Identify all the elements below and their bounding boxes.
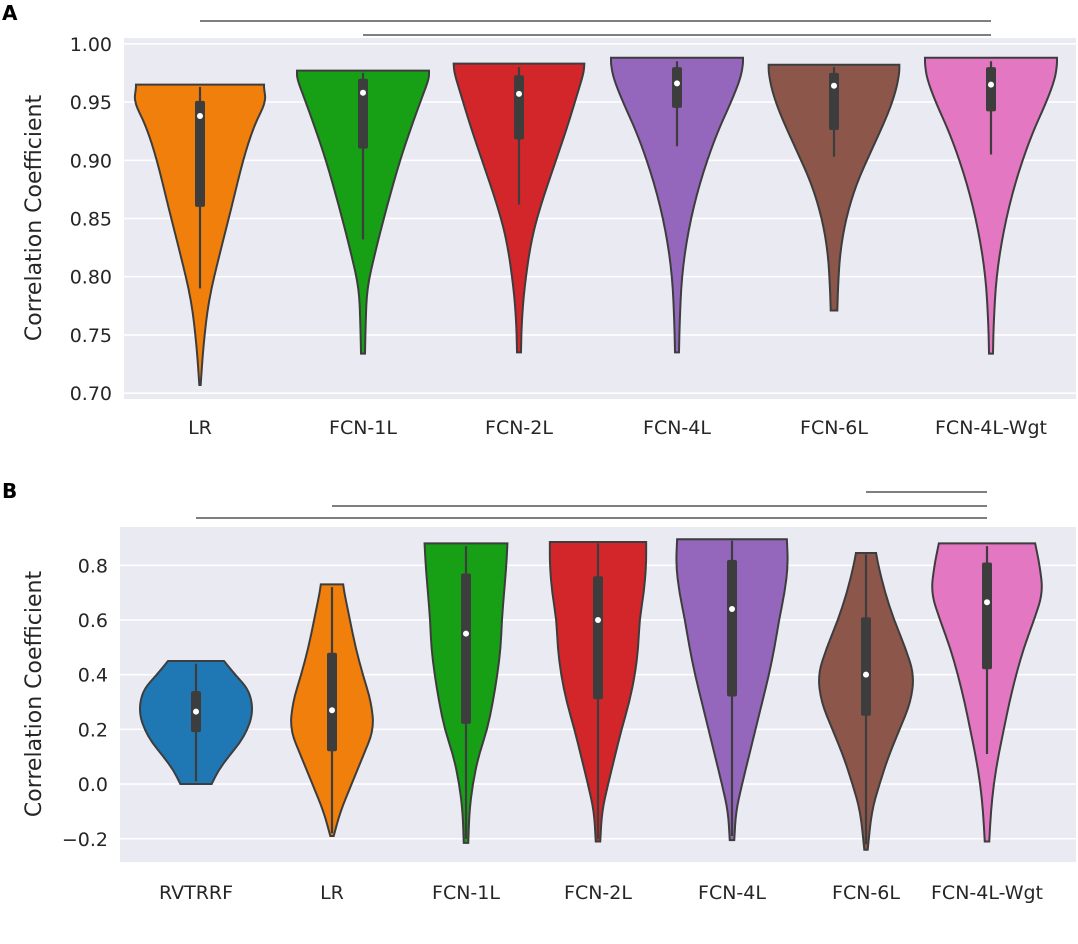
panel-b-x-tick-label-rvtrrf: RVTRRF (159, 882, 233, 904)
panel-a-violin-fcn-1l-median-dot (360, 89, 366, 96)
panel-b-violin-lr-iqr-box (327, 652, 337, 752)
panel-a-violin-fcn-4l-median-dot (674, 80, 680, 87)
panel-b-violin-fcn-1l-iqr-box (461, 573, 471, 724)
panel-b-violin-fcn-2l-iqr-box (593, 576, 603, 700)
panel-b-violin-lr (290, 583, 374, 838)
panel-b-x-tick-label-fcn-4l: FCN-4L (698, 882, 766, 904)
panel-a-violin-fcn-2l-body (452, 62, 586, 354)
panel-a-y-ticks: 0.70 0.75 0.80 0.85 0.90 0.95 1.00 (70, 34, 112, 405)
panel-a-x-tick-label-fcn-4l-wgt: FCN-4L-Wgt (935, 417, 1047, 439)
panel-b-y-tick-label: −0.2 (62, 829, 108, 851)
panel-a-violin-fcn-2l-iqr-box (514, 75, 524, 140)
panel-a-x-tick-label-fcn-4l: FCN-4L (643, 417, 711, 439)
panel-b-x-tick-label-fcn-1l: FCN-1L (432, 882, 500, 904)
panel-a-y-axis-label: Correlation Coefficient (22, 95, 47, 342)
panel-a-gridlines (124, 43, 1076, 394)
panel-b-violin-fcn-4l-wgt-median-dot (984, 599, 990, 606)
panel-a-violin-fcn-6l-iqr-box (829, 72, 839, 130)
panel-b-letter: B (2, 479, 17, 503)
panel-a-y-tick-label: 0.70 (70, 383, 112, 405)
panel-a-y-tick-label: 0.85 (70, 209, 112, 231)
panel-b-violin-fcn-4l-iqr-box (727, 559, 737, 697)
panel-b-violin-lr-median-dot (329, 707, 335, 714)
panel-b-violin-fcn-4l (675, 538, 789, 842)
panel-a-violin-fcn-4l-wgt (923, 56, 1058, 355)
panel-a-violin-lr-median-dot (197, 113, 203, 120)
panel-b-y-tick-label: 0.2 (78, 719, 108, 741)
panel-a-violin-fcn-4l-wgt-body (923, 56, 1058, 355)
panel-a-x-tick-label-lr: LR (188, 417, 212, 439)
panel-b-violin-fcn-4l-wgt (931, 542, 1043, 843)
panel-a-violin-fcn-2l (452, 62, 586, 354)
panel-b-x-tick-label-fcn-4l-wgt: FCN-4L-Wgt (931, 882, 1043, 904)
panel-b-x-tick-label-fcn-6l: FCN-6L (832, 882, 900, 904)
panel-b-violin-fcn-2l-median-dot (595, 616, 601, 623)
panel-a-significance-brackets (200, 20, 991, 36)
panel-a-y-tick-label: 0.95 (70, 92, 112, 114)
panel-a-y-tick-label: 1.00 (70, 34, 112, 56)
panel-b-violin-fcn-4l-wgt-iqr-box (982, 562, 992, 670)
panel-b-violin-rvtrrf-median-dot (193, 708, 199, 715)
panel-b-x-ticks: RVTRRF LR FCN-1L FCN-2L FCN-4L FCN-6L FCN-4L-W… (159, 882, 1043, 904)
panel-b-y-tick-label: 0.4 (78, 665, 108, 687)
panel-b-violin-fcn-2l (548, 541, 648, 843)
panel-a-violin-fcn-6l-median-dot (831, 82, 837, 89)
panel-b-violin-fcn-6l-median-dot (863, 671, 869, 678)
panel-a-violin-fcn-4l-wgt-median-dot (988, 81, 994, 88)
panel-b-y-tick-label: 0.8 (78, 555, 108, 577)
panel-a-x-tick-label-fcn-2l: FCN-2L (485, 417, 553, 439)
panel-a-y-tick-label: 0.90 (70, 150, 112, 172)
panel-a-violin-lr-iqr-box (195, 100, 205, 207)
panel-b-violin-fcn-4l-median-dot (729, 606, 735, 613)
panel-b-y-tick-label: 0.0 (78, 774, 108, 796)
panel-b-x-tick-label-fcn-2l: FCN-2L (564, 882, 632, 904)
panel-b-significance-brackets (196, 491, 987, 519)
panel-a-violin-fcn-4l-body (610, 56, 744, 354)
panel-a-violin-fcn-1l-iqr-box (358, 78, 368, 149)
panel-b-violin-fcn-1l (423, 542, 509, 844)
panel-a-x-tick-label-fcn-6l: FCN-6L (800, 417, 868, 439)
panel-a-x-tick-label-fcn-1l: FCN-1L (329, 417, 397, 439)
panel-a-violin-fcn-2l-median-dot (516, 90, 522, 97)
panel-b-violin-rvtrrf (138, 660, 254, 786)
panel-a-violin-fcn-6l (767, 63, 901, 312)
panel-a-violin-fcn-6l-body (767, 63, 901, 312)
panel-b-y-axis-label: Correlation Coefficient (22, 571, 47, 818)
panel-a-violins (133, 56, 1058, 387)
panel-b-violin-fcn-1l-median-dot (463, 630, 469, 637)
panel-b-violins (138, 538, 1043, 851)
panel-a-violin-fcn-4l-wgt-iqr-box (986, 67, 996, 112)
panel-a-letter: A (2, 1, 18, 25)
panel-a-y-tick-label: 0.75 (70, 325, 112, 347)
panel-b-violin-fcn-6l (818, 551, 914, 851)
panel-b-y-tick-label: 0.6 (78, 610, 108, 632)
panel-a-y-tick-label: 0.80 (70, 267, 112, 289)
panel-a-violin-lr (133, 83, 267, 387)
panel-b-x-tick-label-lr: LR (320, 882, 344, 904)
panel-b-violin-fcn-6l-iqr-box (861, 617, 871, 716)
panel-a-violin-fcn-4l (610, 56, 744, 354)
panel-a-x-ticks: LR FCN-1L FCN-2L FCN-4L FCN-6L FCN-4L-Wgt (188, 417, 1047, 439)
panel-b-y-ticks: −0.2 0.0 0.2 0.4 0.6 0.8 (62, 555, 108, 850)
panel-a-violin-fcn-4l-iqr-box (672, 67, 682, 108)
panel-a-violin-fcn-1l (296, 69, 430, 355)
